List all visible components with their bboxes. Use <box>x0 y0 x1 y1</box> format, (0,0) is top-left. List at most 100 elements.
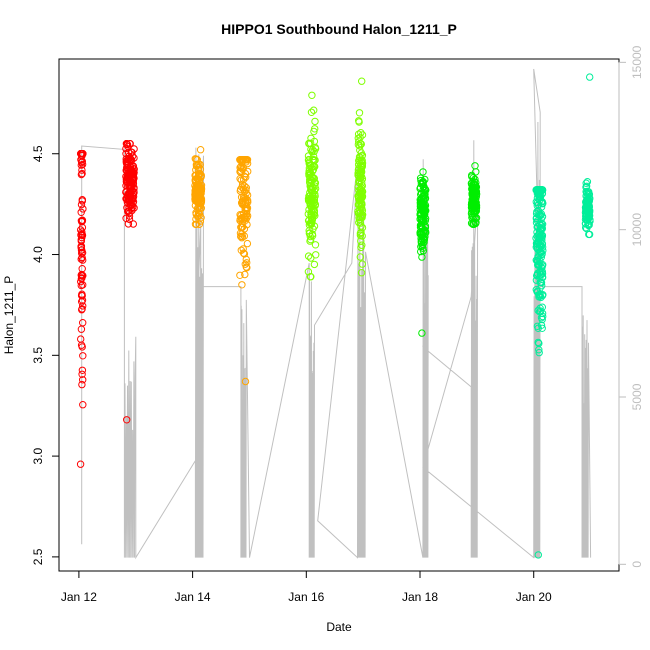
data-point <box>535 348 543 357</box>
data-point <box>78 197 87 205</box>
data-point <box>311 184 320 193</box>
data-point <box>239 245 247 253</box>
data-point <box>241 169 250 178</box>
data-point <box>236 163 244 172</box>
data-point <box>533 245 542 253</box>
y-axis-label: Halon_1211_P <box>2 276 16 355</box>
y-tick-label: 4.5 <box>31 145 45 162</box>
data-point <box>535 308 544 316</box>
data-point <box>538 220 547 229</box>
data-point <box>79 352 87 360</box>
y-tick-label: 3.5 <box>31 347 45 364</box>
data-point <box>468 198 476 207</box>
data-point <box>583 224 591 233</box>
data-point <box>355 109 364 117</box>
data-point <box>534 207 543 215</box>
data-point <box>308 176 316 185</box>
data-point <box>241 270 249 279</box>
data-point <box>354 201 363 209</box>
data-point <box>191 155 200 163</box>
data-point <box>582 182 591 191</box>
data-point <box>125 212 134 220</box>
data-point <box>358 241 366 249</box>
data-point <box>78 366 87 374</box>
data-point <box>358 192 367 201</box>
data-point <box>419 178 427 186</box>
data-point <box>354 209 363 218</box>
data-point <box>358 260 366 268</box>
data-point <box>421 222 430 230</box>
data-point <box>467 219 476 228</box>
data-point <box>533 240 541 248</box>
data-point <box>126 140 134 148</box>
data-point <box>78 157 87 166</box>
data-point <box>585 207 593 215</box>
data-point <box>358 131 367 139</box>
data-point <box>311 190 319 198</box>
data-point <box>421 232 429 241</box>
data-point <box>472 191 480 199</box>
data-point <box>76 460 85 468</box>
data-point <box>421 184 429 193</box>
data-point <box>584 197 593 205</box>
data-point <box>357 228 365 237</box>
data-point <box>307 273 315 281</box>
data-point <box>472 188 481 196</box>
series-1 <box>191 146 252 386</box>
data-point <box>305 164 314 173</box>
data-point <box>79 302 87 310</box>
data-point <box>312 251 320 259</box>
data-point <box>357 129 365 137</box>
data-point <box>77 200 86 209</box>
data-point <box>122 144 130 153</box>
data-point <box>538 282 546 290</box>
data-point <box>237 211 245 220</box>
data-point <box>586 216 594 224</box>
data-point <box>582 187 590 196</box>
data-point <box>471 162 479 170</box>
data-point <box>78 305 86 313</box>
data-point <box>122 150 130 158</box>
data-point <box>238 157 247 166</box>
data-point <box>534 261 542 269</box>
data-point <box>243 259 251 267</box>
data-point <box>195 188 204 197</box>
data-point <box>356 174 365 182</box>
data-point <box>538 324 546 332</box>
data-point <box>357 183 366 192</box>
data-point <box>122 140 131 148</box>
data-point <box>125 203 133 212</box>
data-point <box>538 213 547 221</box>
data-point <box>243 156 252 164</box>
data-point <box>472 218 480 227</box>
data-point <box>305 167 313 175</box>
data-point <box>311 241 320 249</box>
data-point <box>418 253 426 261</box>
data-points <box>76 73 594 559</box>
data-point <box>309 225 317 233</box>
data-point <box>585 221 593 229</box>
data-point <box>311 125 319 133</box>
data-point <box>79 319 87 327</box>
data-point <box>354 141 363 149</box>
data-point <box>238 281 246 289</box>
altitude-line <box>81 68 592 560</box>
data-point <box>78 166 86 174</box>
data-point <box>417 199 425 207</box>
data-point <box>417 247 425 256</box>
data-point <box>308 91 316 100</box>
data-point <box>77 208 85 217</box>
data-point <box>236 168 245 176</box>
data-point <box>78 370 86 378</box>
y-tick-label: 4.0 <box>31 246 45 263</box>
data-point <box>78 290 86 298</box>
data-point <box>237 232 245 241</box>
data-point <box>130 154 138 162</box>
data-point <box>418 329 426 337</box>
data-point <box>123 416 131 424</box>
data-point <box>78 249 86 258</box>
data-point <box>305 195 313 203</box>
data-point <box>533 256 541 265</box>
data-point <box>310 106 318 114</box>
